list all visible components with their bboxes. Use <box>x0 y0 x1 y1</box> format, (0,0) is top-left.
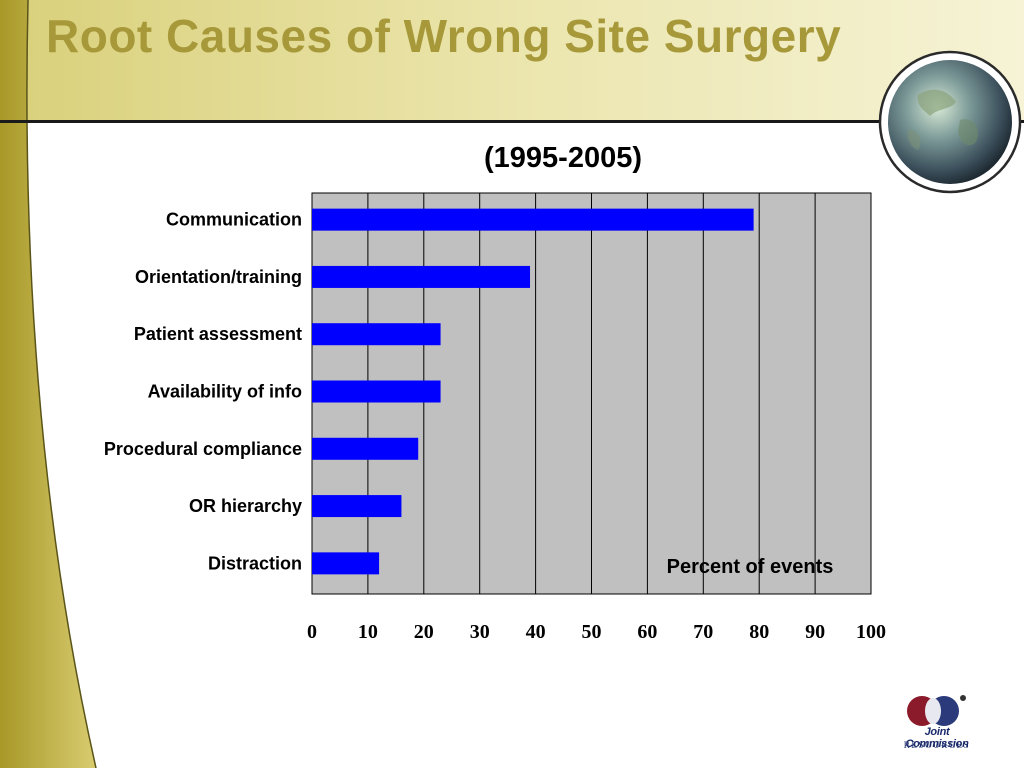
bar <box>312 437 419 460</box>
category-label: Availability of info <box>148 382 302 402</box>
x-tick-label: 30 <box>470 621 490 643</box>
header-divider <box>0 120 1024 123</box>
bar <box>312 552 380 575</box>
bar <box>312 323 441 346</box>
x-tick-label: 70 <box>693 621 713 643</box>
x-tick-label: 50 <box>582 621 602 643</box>
bar <box>312 380 441 403</box>
x-tick-label: 60 <box>637 621 657 643</box>
logo-text-line1: Joint Commission <box>905 726 969 750</box>
logo-emblem <box>907 695 966 726</box>
category-label: OR hierarchy <box>189 496 302 516</box>
x-tick-label: 80 <box>749 621 769 643</box>
slide-title: Root Causes of Wrong Site Surgery <box>46 10 842 62</box>
category-label: Patient assessment <box>134 324 302 344</box>
left-swoosh <box>0 0 96 768</box>
bar <box>312 495 402 518</box>
x-tick-label: 90 <box>805 621 825 643</box>
x-axis-label: Percent of events <box>667 556 834 578</box>
header-band <box>0 0 1024 122</box>
x-tick-label: 0 <box>307 621 317 643</box>
category-label: Communication <box>166 210 302 230</box>
category-label: Distraction <box>208 553 302 573</box>
bar <box>312 265 531 288</box>
category-label: Procedural compliance <box>104 439 302 459</box>
x-tick-label: 100 <box>856 621 886 643</box>
x-tick-label: 10 <box>358 621 378 643</box>
x-tick-label: 40 <box>526 621 546 643</box>
bars <box>312 208 754 575</box>
bar <box>312 208 754 231</box>
category-label: Orientation/training <box>135 267 302 287</box>
left-swoosh-highlight <box>26 0 97 768</box>
joint-commission-logo: Joint Commission RESOURCES <box>892 693 982 755</box>
logo-text-line2: RESOURCES <box>903 740 971 750</box>
chart-subtitle: (1995-2005) <box>484 142 642 174</box>
x-tick-label: 20 <box>414 621 434 643</box>
category-labels: Communication Orientation/training Patient… <box>104 210 302 574</box>
x-tick-labels: 0 10 20 30 40 50 60 70 80 90 100 <box>307 621 886 643</box>
globe-image <box>878 50 1022 194</box>
